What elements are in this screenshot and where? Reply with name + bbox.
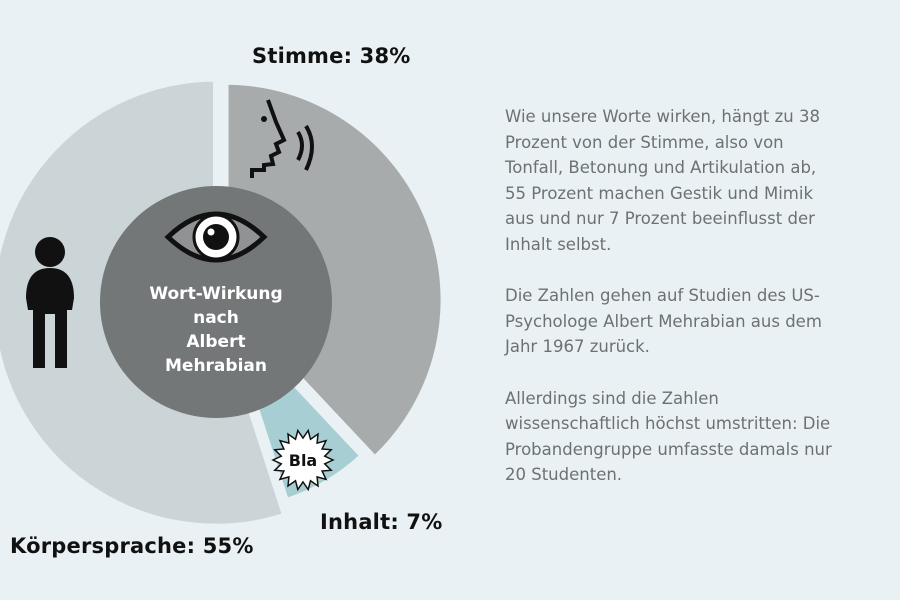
text-line: aus und nur 7 Prozent beeinflusst der xyxy=(505,209,815,228)
text-line: Jahr 1967 zurück. xyxy=(505,337,650,356)
label-koerpersprache: Körpersprache: 55% xyxy=(10,534,254,558)
center-title-line: Albert xyxy=(186,332,246,352)
eye-icon xyxy=(164,211,268,263)
text-line: Wie unsere Worte wirken, hängt zu 38 xyxy=(505,107,821,126)
center-title-line: nach xyxy=(193,308,239,328)
bla-text: Bla xyxy=(289,451,317,470)
description: Wie unsere Worte wirken, hängt zu 38 Pro… xyxy=(505,104,900,514)
text-line: wissenschaftlich höchst umstritten: Die xyxy=(505,414,831,433)
text-line: Tonfall, Betonung und Artikulation ab, xyxy=(505,158,817,177)
text-line: Probandengruppe umfasste damals nur xyxy=(505,439,832,459)
speaking-head-icon xyxy=(250,99,314,178)
person-icon xyxy=(26,237,74,368)
label-stimme: Stimme: 38% xyxy=(252,44,411,68)
bla-burst-icon: Bla xyxy=(271,428,335,492)
text-line: Psychologe Albert Mehrabian aus dem xyxy=(505,311,822,331)
description-paragraph: Die Zahlen gehen auf Studien des US- Psy… xyxy=(505,283,900,360)
description-paragraph: Allerdings sind die Zahlen wissenschaftl… xyxy=(505,386,900,488)
center-title-line: Mehrabian xyxy=(165,356,267,376)
label-inhalt: Inhalt: 7% xyxy=(320,510,443,534)
center-title: Wort-Wirkung nach Albert Mehrabian xyxy=(116,282,316,378)
description-paragraph: Wie unsere Worte wirken, hängt zu 38 Pro… xyxy=(505,104,900,257)
text-line: Allerdings sind die Zahlen xyxy=(505,388,719,408)
center-circle xyxy=(100,186,332,418)
text-line: Prozent von der Stimme, also von xyxy=(505,132,784,152)
text-line: 20 Studenten. xyxy=(505,465,623,484)
text-line: Die Zahlen gehen auf Studien des US- xyxy=(505,286,820,305)
center-title-line: Wort-Wirkung xyxy=(149,284,283,304)
text-line: Inhalt selbst. xyxy=(505,234,612,254)
text-line: 55 Prozent machen Gestik und Mimik xyxy=(505,183,814,203)
